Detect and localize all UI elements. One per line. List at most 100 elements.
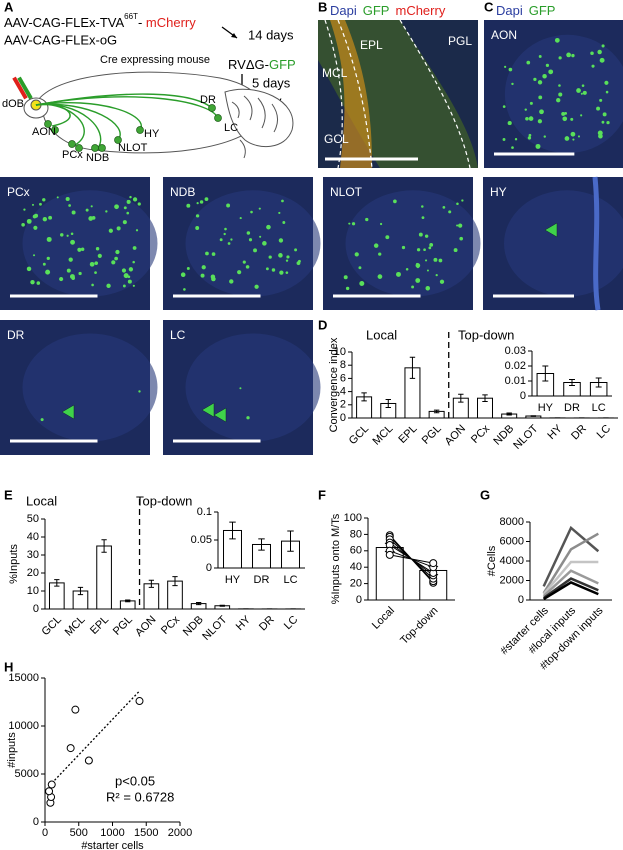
y-tick-label: 0 [206, 562, 212, 574]
cell [411, 285, 415, 289]
cell [106, 283, 111, 289]
region-label: NLOT [118, 142, 148, 154]
cell [606, 120, 610, 125]
panel-letter: B [318, 0, 327, 14]
cell [429, 242, 434, 247]
y-tick-label: 2000 [500, 574, 524, 586]
cell [597, 130, 603, 136]
y-tick-label: 60 [350, 545, 362, 557]
cell [348, 222, 351, 225]
bar [96, 545, 112, 610]
cell [199, 200, 204, 204]
cell [68, 257, 73, 262]
y-tick-label: 10000 [8, 720, 39, 732]
cell [265, 267, 269, 271]
cell [298, 259, 301, 263]
panel-letter: C [484, 0, 494, 14]
annotation: Top-down [458, 327, 514, 342]
error-bar [569, 379, 575, 386]
y-tick-label: 8 [340, 359, 346, 371]
x-tick-label: MCL [63, 614, 88, 639]
cell [282, 221, 286, 224]
cell [401, 245, 406, 250]
cell [456, 202, 459, 206]
y-tick-label: 0.03 [505, 345, 526, 357]
cell [278, 253, 283, 258]
cell [200, 273, 205, 278]
cell [602, 112, 607, 117]
cell [105, 210, 108, 213]
point [66, 744, 75, 753]
error-bar [101, 539, 107, 553]
cell [46, 236, 52, 242]
cell [504, 65, 507, 68]
y-tick-label: 4000 [500, 555, 524, 567]
cell [424, 259, 428, 262]
days: 14 days [248, 27, 294, 42]
series-line [542, 560, 599, 595]
error-bar [172, 576, 178, 587]
cell [511, 82, 514, 86]
error-bar [458, 393, 464, 403]
x-tick-label: HY [538, 402, 554, 414]
region-label: AON [491, 28, 517, 42]
region-label: PCx [7, 185, 30, 199]
cell [59, 277, 64, 282]
y-tick-label: 50 [27, 513, 39, 525]
cell [439, 279, 445, 284]
y-tick-label: 6000 [500, 535, 524, 547]
cell [415, 278, 421, 283]
x-tick-label: Local [370, 605, 397, 632]
cell [227, 242, 231, 245]
cell [537, 119, 543, 124]
cell [435, 274, 438, 277]
cell [122, 220, 127, 225]
cell [195, 226, 200, 230]
cell [605, 90, 609, 94]
series-line [542, 532, 599, 594]
cell [582, 90, 587, 95]
x-tick-label: LC [283, 574, 297, 586]
cell [535, 143, 541, 149]
region-label: AON [32, 126, 56, 138]
cell-arrowhead [544, 222, 558, 238]
tissue-texture [22, 333, 158, 442]
point [45, 787, 54, 796]
y-tick-label: 0.1 [197, 506, 212, 518]
panel-letter: F [318, 487, 326, 502]
y-tick-label: 0 [520, 390, 526, 402]
cell [211, 276, 216, 282]
channel: GFP [363, 3, 390, 18]
cell [91, 283, 94, 287]
annotation: Local [366, 327, 397, 342]
y-axis-label: %Inputs onto M/Ts [330, 513, 342, 604]
y-tick-label: 30 [27, 549, 39, 561]
cell [396, 271, 401, 277]
x-tick-label: AON [443, 423, 468, 448]
cell [416, 248, 421, 252]
x-tick-label: LC [592, 402, 606, 414]
bar [48, 582, 65, 610]
cell [596, 106, 601, 111]
cell [246, 416, 250, 420]
cell [423, 248, 426, 252]
annotation: R² = 0.6728 [106, 789, 174, 804]
y-tick-label: 80 [350, 528, 362, 540]
region-label: dOB [2, 98, 24, 110]
cell [239, 217, 242, 220]
cell [604, 80, 609, 85]
cell [230, 238, 233, 241]
cell [566, 52, 572, 58]
cell [89, 261, 95, 267]
region-label: HY [490, 185, 507, 199]
cell [539, 109, 544, 115]
y-tick-label: 40 [350, 561, 362, 573]
cell [345, 286, 350, 291]
cell [127, 279, 132, 284]
cell [132, 197, 138, 202]
tissue-texture [504, 190, 623, 297]
cell [358, 266, 362, 270]
cell [114, 256, 118, 261]
cell [248, 238, 253, 242]
